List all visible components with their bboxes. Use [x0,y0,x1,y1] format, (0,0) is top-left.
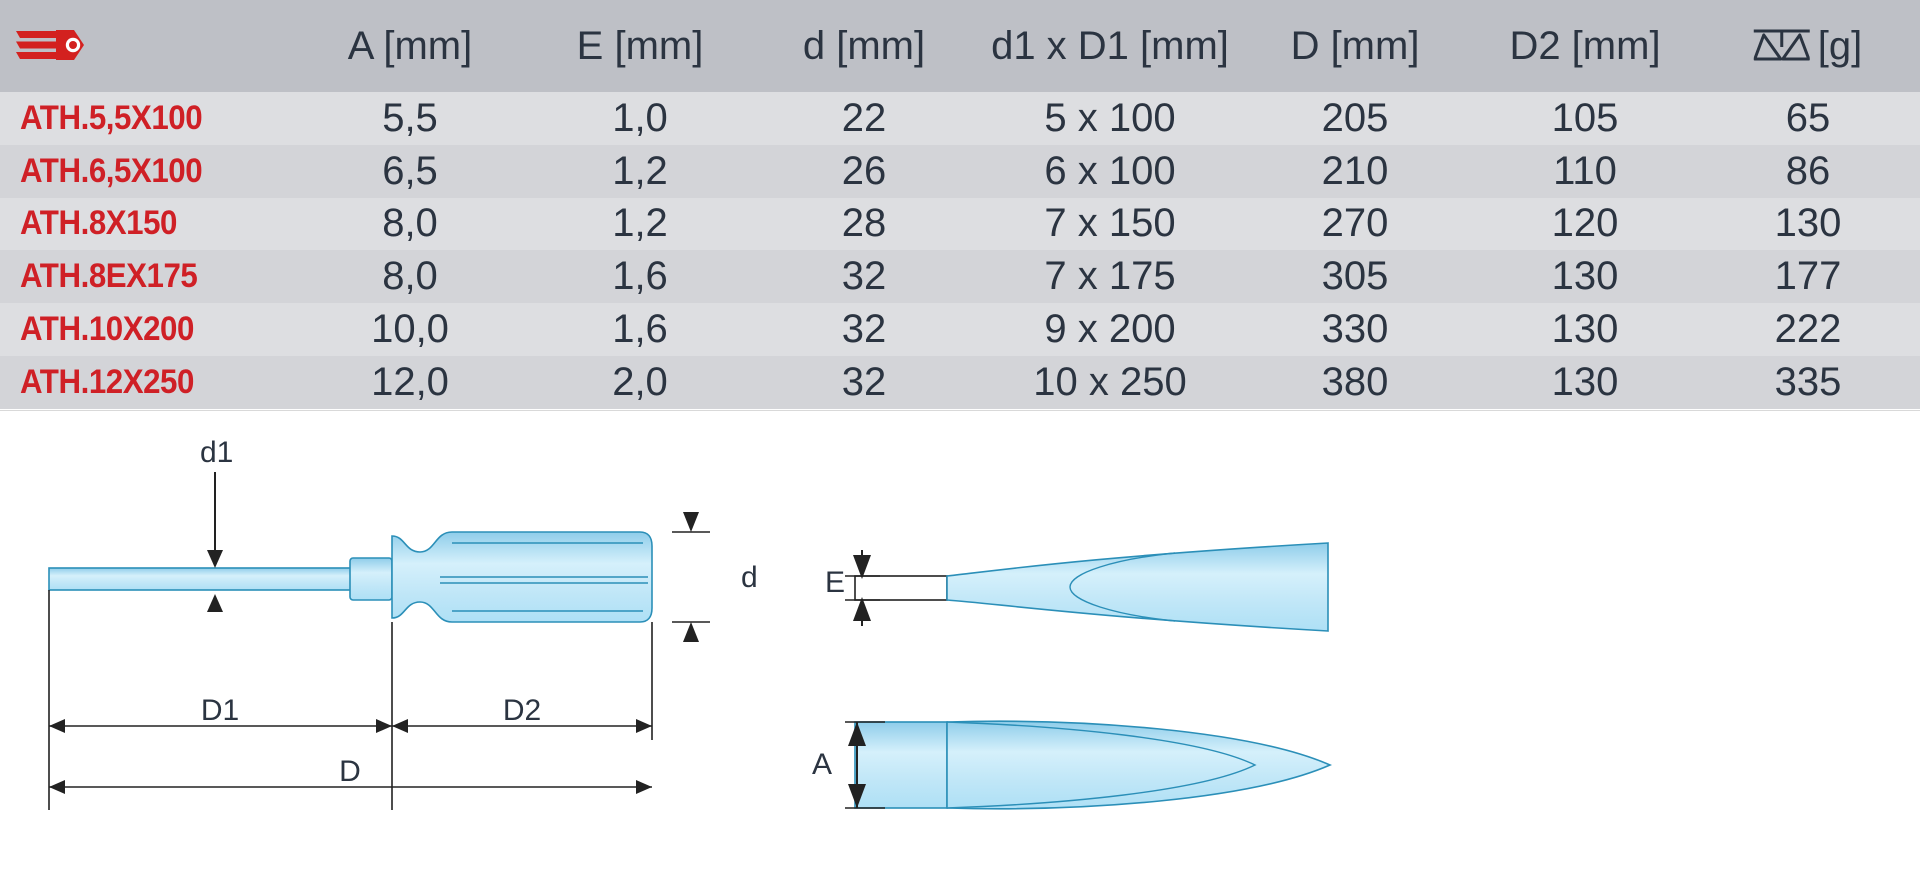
svg-text:d1: d1 [200,436,233,469]
svg-text:D: D [339,755,361,788]
svg-text:A: A [812,748,832,781]
svg-text:D1: D1 [201,694,239,727]
svg-text:E: E [825,566,845,599]
svg-text:d: d [741,561,758,594]
svg-text:D2: D2 [503,694,541,727]
